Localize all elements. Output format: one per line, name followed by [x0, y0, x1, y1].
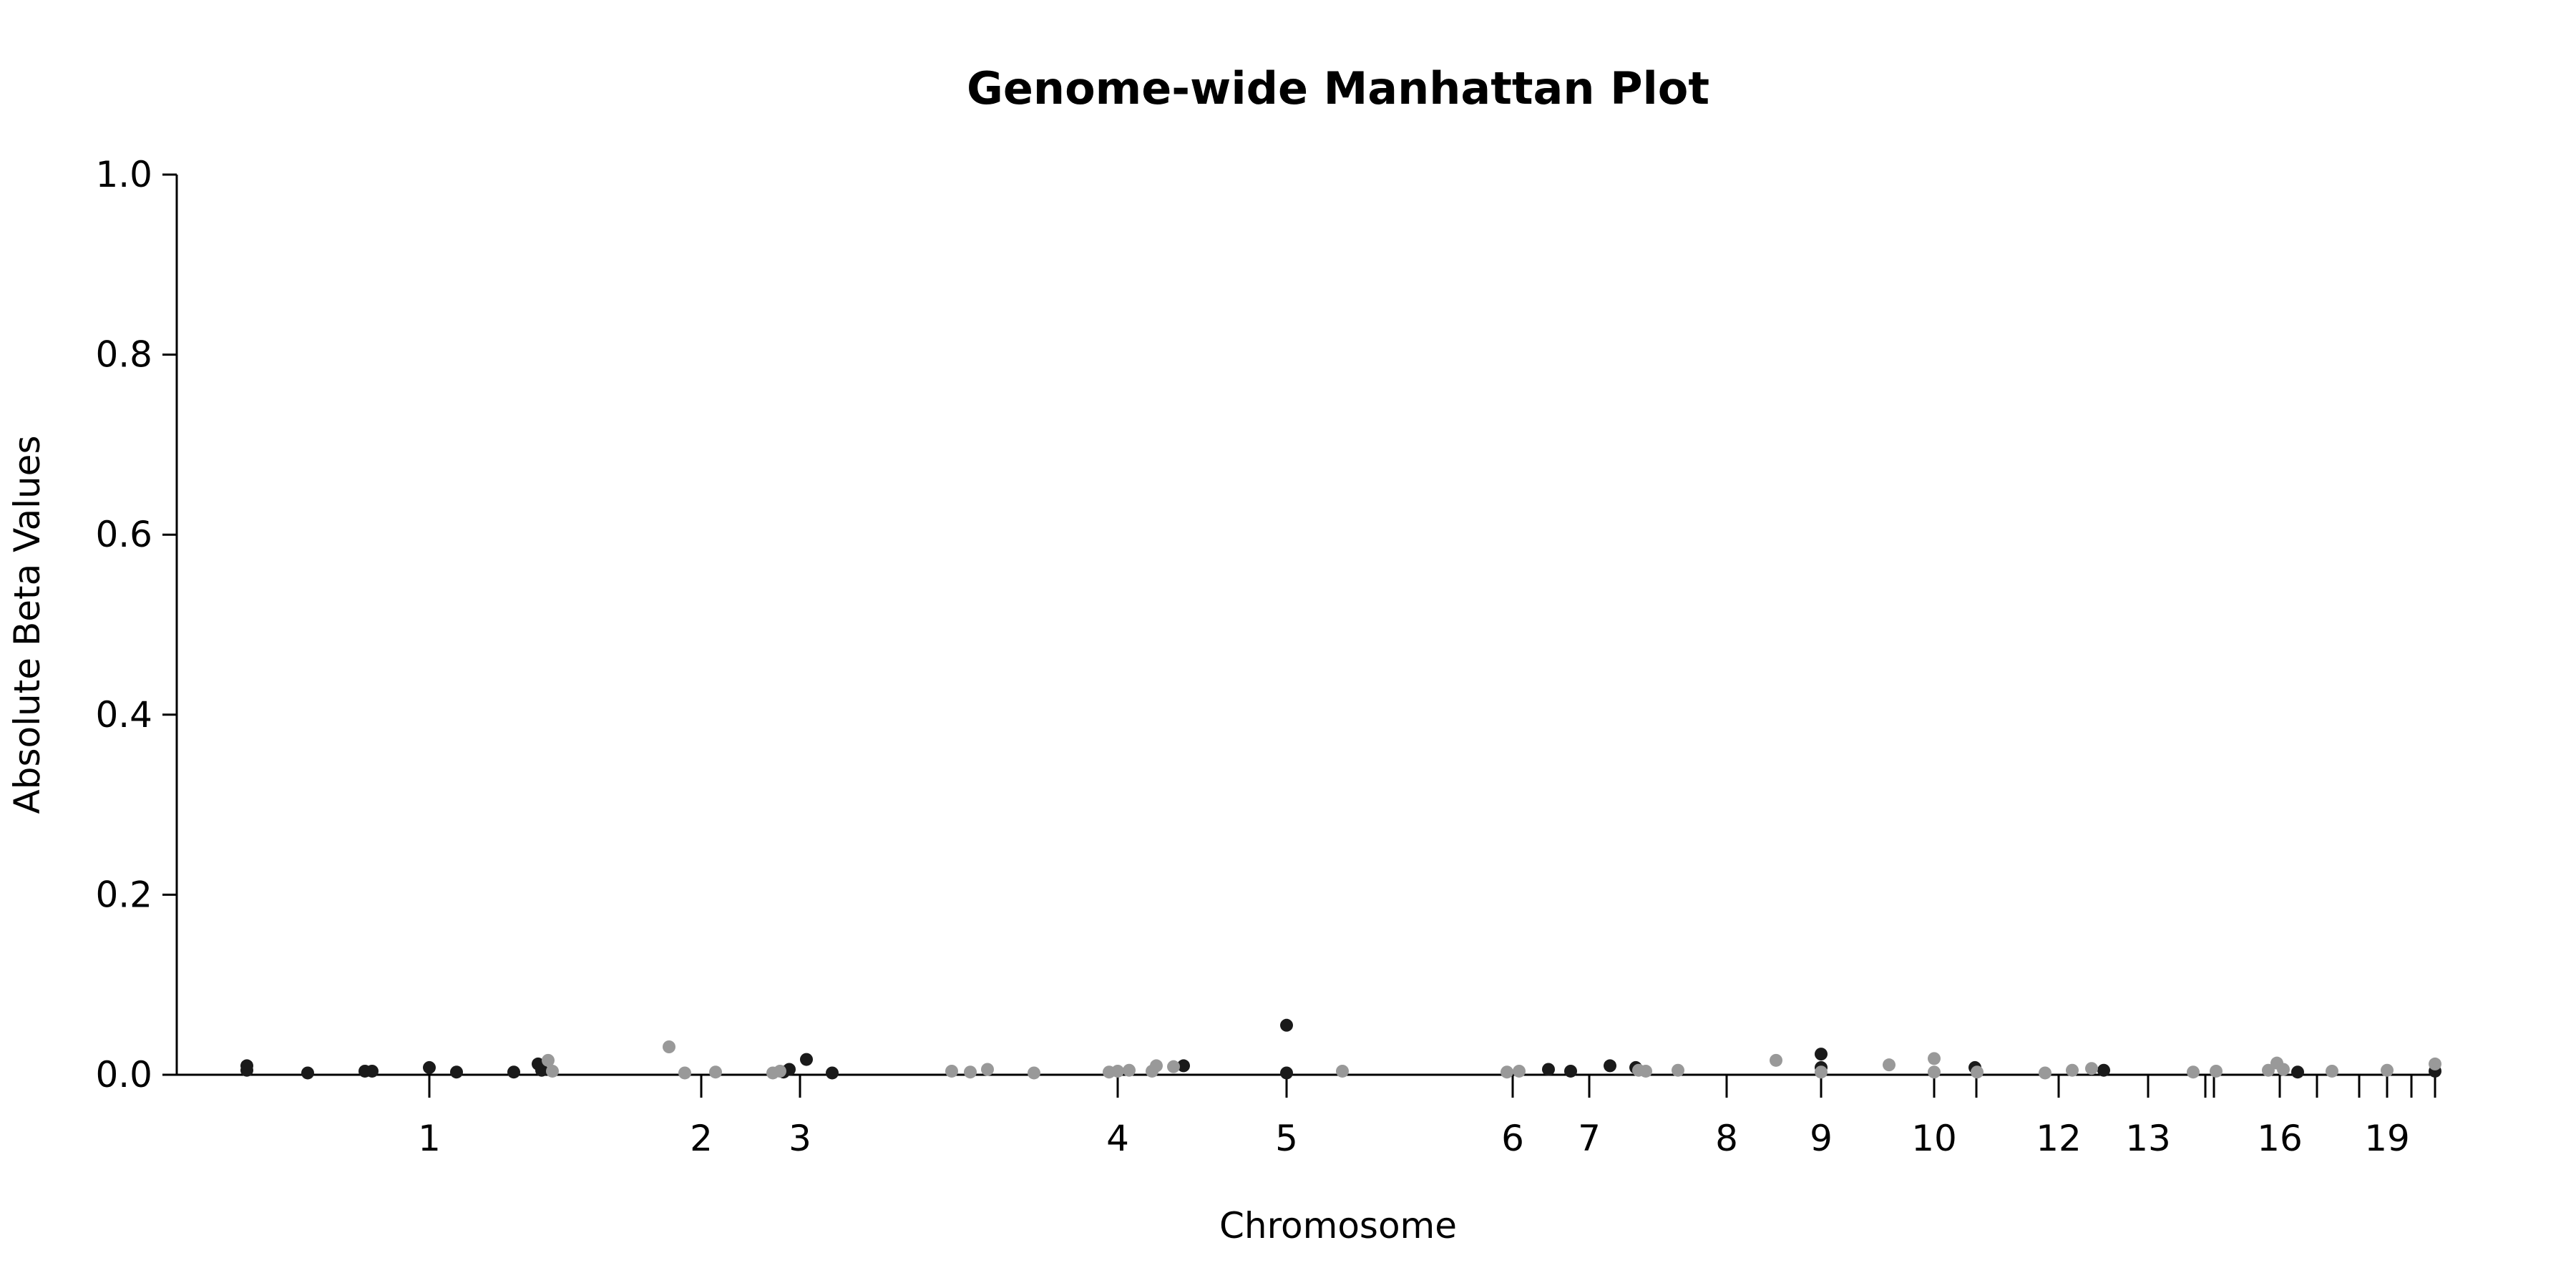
x-tick-label: 4 [1106, 1118, 1129, 1159]
data-point [826, 1066, 839, 1080]
data-point [2039, 1066, 2051, 1080]
data-point [800, 1053, 813, 1066]
chart-title: Genome-wide Manhattan Plot [967, 62, 1709, 114]
data-point [1971, 1065, 1984, 1079]
data-point [2262, 1063, 2275, 1077]
data-point [1111, 1064, 1124, 1078]
x-tick-label: 2 [690, 1118, 713, 1159]
data-point [1177, 1059, 1190, 1073]
data-point [2085, 1062, 2098, 1075]
y-tick-label: 0.4 [95, 694, 152, 736]
x-ticks: 1 2 3 4 5 6 7 8 9 10 12 13 16 19 [418, 1075, 2436, 1159]
data-point [2210, 1064, 2223, 1078]
data-point [1639, 1064, 1652, 1078]
data-point [1928, 1052, 1941, 1065]
y-axis-label: Absolute Beta Values [6, 436, 48, 814]
data-point [709, 1065, 722, 1079]
data-point [546, 1064, 559, 1078]
data-point [2326, 1064, 2338, 1078]
data-point [423, 1060, 436, 1074]
x-tick-label: 16 [2257, 1118, 2303, 1159]
data-point [1564, 1064, 1577, 1078]
data-point [678, 1066, 691, 1080]
data-point [1883, 1058, 1896, 1072]
x-tick-label: 5 [1275, 1118, 1298, 1159]
y-tick-label: 0.2 [95, 874, 152, 915]
data-point [774, 1064, 786, 1078]
data-point [945, 1064, 958, 1078]
data-point [2097, 1063, 2110, 1077]
data-point [1167, 1060, 1180, 1073]
data-point [1501, 1065, 1513, 1079]
data-point [1604, 1059, 1616, 1073]
y-tick-label: 0.6 [95, 514, 152, 555]
x-tick-label: 3 [789, 1118, 811, 1159]
data-point [1770, 1053, 1782, 1067]
data-point [1280, 1066, 1293, 1080]
data-point [450, 1065, 463, 1079]
data-point [1815, 1048, 1828, 1061]
x-tick-label: 1 [418, 1118, 441, 1159]
y-tick-label: 0.0 [95, 1054, 152, 1096]
data-point [1028, 1066, 1040, 1080]
data-point [1123, 1063, 1136, 1077]
y-tick-label: 0.8 [95, 334, 152, 376]
data-points [240, 1018, 2441, 1080]
data-point [663, 1040, 675, 1054]
x-tick-label: 6 [1501, 1118, 1524, 1159]
data-point [2187, 1065, 2200, 1079]
data-point [1815, 1065, 1828, 1079]
data-point [1280, 1018, 1293, 1032]
data-point [1150, 1059, 1163, 1073]
x-tick-label: 8 [1715, 1118, 1738, 1159]
data-point [1672, 1063, 1684, 1077]
x-axis-label: Chromosome [1219, 1205, 1457, 1246]
data-point [366, 1064, 379, 1078]
x-tick-label: 9 [1810, 1118, 1833, 1159]
data-point [2277, 1063, 2290, 1076]
y-tick-label: 1.0 [95, 154, 152, 195]
data-point [2429, 1057, 2441, 1070]
x-tick-label: 12 [2036, 1118, 2082, 1159]
data-point [240, 1063, 253, 1077]
data-point [964, 1065, 977, 1079]
data-point [1336, 1064, 1349, 1078]
data-point [1928, 1065, 1941, 1079]
data-point [507, 1065, 520, 1079]
data-point [1513, 1064, 1526, 1078]
x-tick-label: 7 [1578, 1118, 1601, 1159]
x-tick-label: 10 [1911, 1118, 1957, 1159]
data-point [301, 1066, 314, 1080]
data-point [535, 1063, 548, 1077]
x-tick-label: 13 [2125, 1118, 2171, 1159]
data-point [1542, 1063, 1555, 1076]
x-tick-label: 19 [2364, 1118, 2410, 1159]
data-point [2066, 1063, 2079, 1077]
data-point [2381, 1063, 2394, 1077]
y-ticks: 0.0 0.2 0.4 0.6 0.8 1.0 [95, 154, 177, 1096]
data-point [2291, 1065, 2304, 1079]
data-point [542, 1053, 555, 1067]
data-point [981, 1063, 994, 1076]
